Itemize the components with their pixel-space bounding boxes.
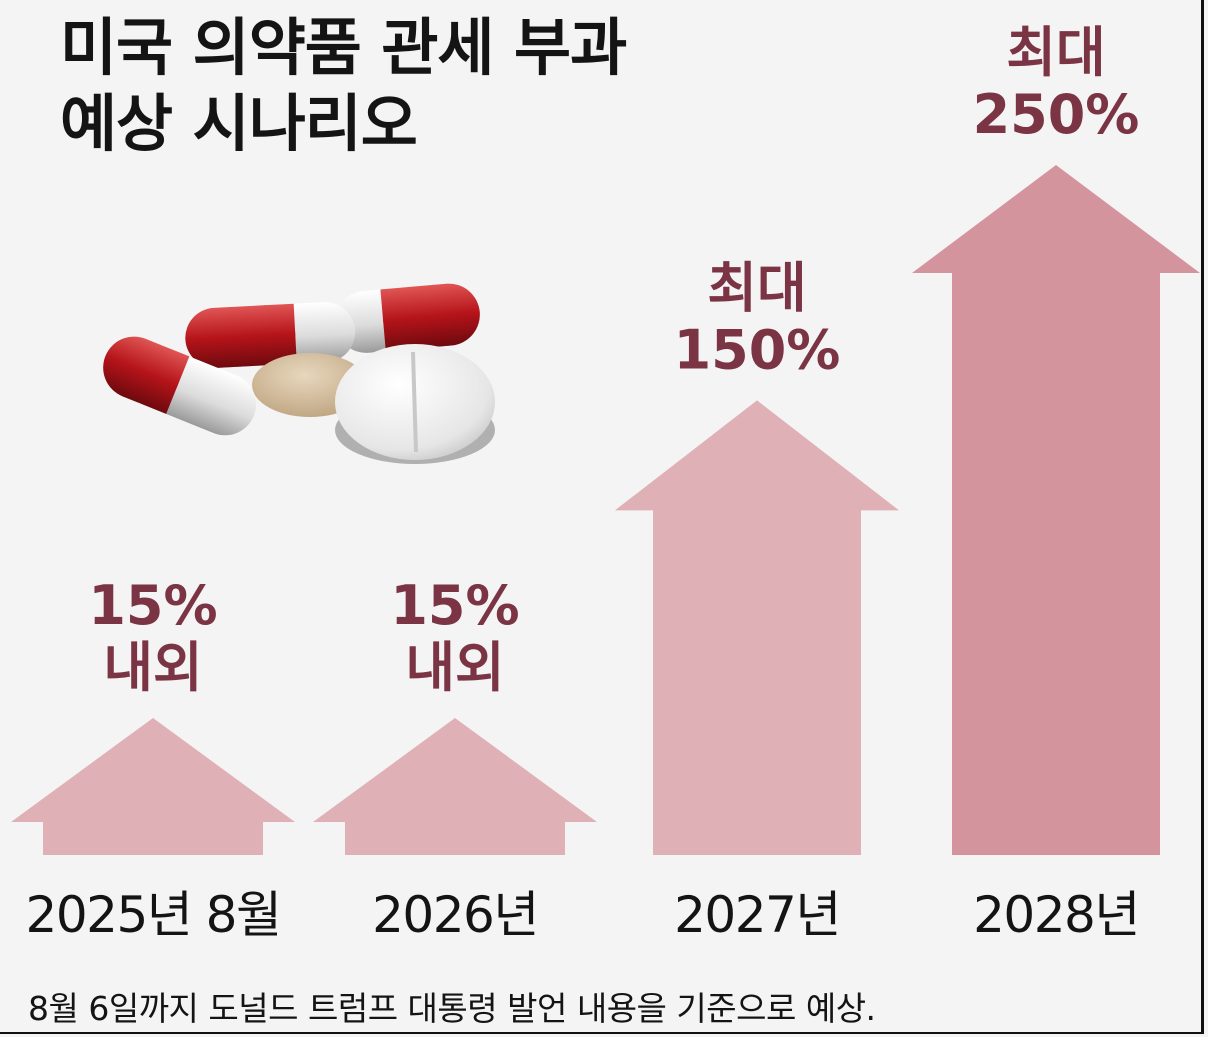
title-line-2: 예상 시나리오 (60, 87, 418, 160)
value-label-2-line-1: 15% (390, 574, 519, 637)
value-label-1-line-1: 15% (88, 574, 217, 637)
arrow-bar-4 (912, 165, 1200, 855)
title-line-1: 미국 의약품 관세 부과 (60, 11, 627, 84)
arrow-bar-3 (615, 400, 899, 855)
page-title: 미국 의약품 관세 부과 예상 시나리오 (60, 10, 627, 162)
capsule-top-right (335, 283, 480, 353)
arrow-bar-2 (313, 718, 597, 855)
category-label-1: 2025년 8월 (26, 886, 281, 944)
capsule-top-middle (185, 302, 356, 368)
capsule-left (103, 336, 257, 436)
pills-illustration (103, 283, 495, 464)
value-label-2-line-2: 내외 (405, 636, 504, 699)
value-label-4-line-2: 250% (973, 83, 1140, 146)
value-label-4-line-1: 최대 (1006, 21, 1105, 84)
value-label-1-line-2: 내외 (103, 636, 202, 699)
arrow-bar-1 (11, 718, 295, 855)
category-label-4: 2028년 (973, 886, 1139, 944)
arrow-bars (11, 165, 1200, 855)
category-label-3: 2027년 (674, 886, 840, 944)
value-label-3-line-1: 최대 (707, 256, 806, 319)
value-label-3-line-2: 150% (674, 318, 841, 381)
footnote: 8월 6일까지 도널드 트럼프 대통령 발언 내용을 기준으로 예상. (28, 989, 876, 1028)
category-label-2: 2026년 (372, 886, 538, 944)
tablet-white (335, 344, 495, 464)
category-labels: 2025년 8월 2026년 2027년 2028년 (26, 886, 1141, 944)
